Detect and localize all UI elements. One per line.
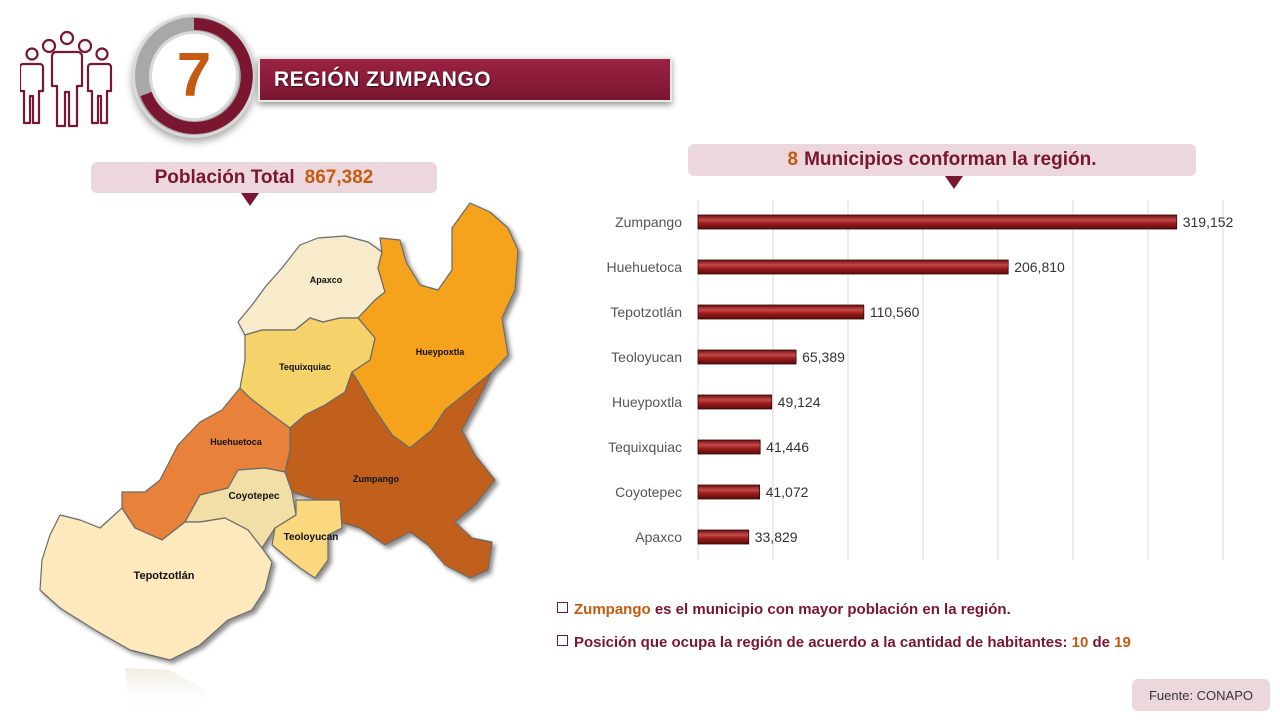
region-map: Apaxco Hueypoxtla Tequixquiac Huehuetoca… xyxy=(39,202,519,715)
map-label-tequixquiac: Tequixquiac xyxy=(279,362,331,372)
map-reflection xyxy=(125,668,205,715)
category-label: Teoloyucan xyxy=(611,349,682,365)
note2-position: 10 xyxy=(1071,634,1089,651)
category-label: Tequixquiac xyxy=(608,439,682,455)
category-label: Tepotzotlán xyxy=(610,304,682,320)
category-label: Zumpango xyxy=(615,214,682,230)
region-title: REGIÓN ZUMPANGO xyxy=(274,67,492,91)
map-label-zumpango: Zumpango xyxy=(353,474,399,484)
population-pointer xyxy=(241,193,259,206)
category-label: Hueypoxtla xyxy=(612,394,682,410)
region-banner: REGIÓN ZUMPANGO xyxy=(258,57,672,102)
map-label-coyotepec: Coyotepec xyxy=(228,491,280,502)
bar-zumpango xyxy=(697,214,1178,230)
category-label: Coyotepec xyxy=(615,484,682,500)
value-label: 206,810 xyxy=(1014,259,1065,275)
map-label-teoloyucan: Teoloyucan xyxy=(284,532,339,543)
region-number: 7 xyxy=(176,41,212,110)
map-region-hueypoxtla xyxy=(351,202,519,449)
municipios-text: Municipios conforman la región. xyxy=(804,149,1097,170)
value-label: 41,072 xyxy=(766,484,809,500)
bar-tepotzotlán xyxy=(697,304,865,320)
value-label: 41,446 xyxy=(766,439,809,455)
value-label: 110,560 xyxy=(870,304,920,320)
map-label-apaxco: Apaxco xyxy=(310,275,343,285)
bar-huehuetoca xyxy=(697,259,1009,275)
bar-apaxco xyxy=(697,529,750,545)
municipios-count: 8 xyxy=(787,149,799,170)
category-label: Huehuetoca xyxy=(606,259,682,275)
bar-hueypoxtla xyxy=(697,394,773,410)
checkbox-bullet-icon xyxy=(557,602,568,613)
note1-text: es el municipio con mayor población en l… xyxy=(654,601,1011,618)
source-label: Fuente: CONAPO xyxy=(1132,679,1270,711)
note-largest-municipality: Zumpango es el municipio con mayor pobla… xyxy=(557,601,1011,618)
municipios-pointer xyxy=(945,176,963,189)
population-value: 867,382 xyxy=(304,166,374,188)
chart-grid xyxy=(697,200,1224,560)
population-bar-chart: Zumpango 319,152 Huehuetoca 206,810 Tepotzot… xyxy=(606,200,1234,560)
checkbox-bullet-icon xyxy=(557,635,568,646)
population-pill: Población Total 867,382 xyxy=(91,162,437,193)
bar-tequixquiac xyxy=(697,439,761,455)
badge-arc xyxy=(135,17,253,135)
note2-total: 19 xyxy=(1114,634,1131,651)
note1-highlight: Zumpango xyxy=(574,601,651,618)
map-label-tepotzotlan: Tepotzotlán xyxy=(134,570,195,582)
map-label-huehuetoca: Huehuetoca xyxy=(210,437,263,447)
people-group-icon xyxy=(20,30,113,128)
chart-bars: Zumpango 319,152 Huehuetoca 206,810 Tepotzot… xyxy=(606,214,1233,545)
badge-inner: 7 xyxy=(152,34,236,118)
note2-de: de xyxy=(1092,634,1110,651)
value-label: 319,152 xyxy=(1183,214,1234,230)
note-region-position: Posición que ocupa la región de acuerdo … xyxy=(557,634,1131,651)
region-badge: 7 xyxy=(132,14,256,138)
map-region-zumpango xyxy=(284,371,496,579)
bar-teoloyucan xyxy=(697,349,797,365)
municipios-pill: 8 Municipios conforman la región. xyxy=(688,144,1196,176)
category-label: Apaxco xyxy=(635,529,682,545)
map-label-hueypoxtla: Hueypoxtla xyxy=(416,347,466,357)
value-label: 33,829 xyxy=(755,529,798,545)
value-label: 49,124 xyxy=(778,394,821,410)
map-region-tepotzotlan xyxy=(39,507,273,661)
bar-coyotepec xyxy=(697,484,761,500)
map-region-teoloyucan xyxy=(271,499,343,579)
value-label: 65,389 xyxy=(802,349,845,365)
note2-text: Posición que ocupa la región de acuerdo … xyxy=(574,634,1068,651)
population-label: Población Total xyxy=(154,166,295,188)
